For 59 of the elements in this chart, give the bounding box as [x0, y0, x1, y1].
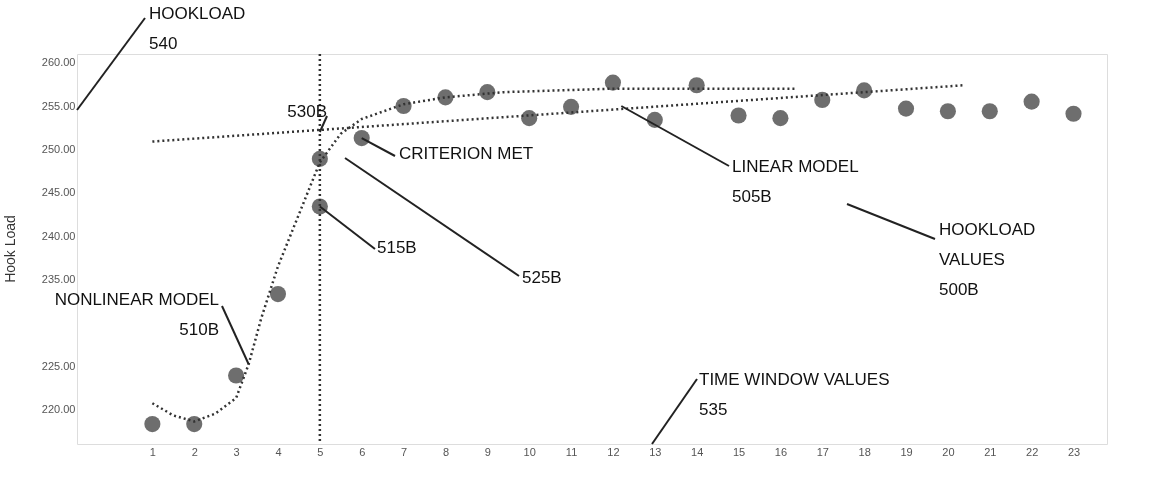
annotation: 525B — [522, 268, 562, 287]
x-tick-label: 13 — [649, 445, 662, 458]
point — [269, 286, 287, 303]
x-tick-label: 4 — [275, 445, 282, 458]
x-tick-label: 3 — [233, 445, 240, 458]
y-tick-label: 250.00 — [41, 142, 76, 155]
x-tick-label: 10 — [523, 445, 536, 458]
x-tick-label: 17 — [816, 445, 829, 458]
point — [186, 416, 203, 433]
annotation: 515B — [377, 238, 417, 257]
y-tick-label: 220.00 — [41, 402, 76, 415]
point — [479, 84, 496, 101]
x-tick-label: 1 — [149, 445, 156, 458]
x-tick-label: 8 — [442, 445, 450, 458]
y-tick-label: 240.00 — [41, 229, 76, 242]
point — [1023, 93, 1040, 110]
point — [521, 110, 538, 127]
x-tick-label: 7 — [401, 445, 408, 458]
x-tick-label: 20 — [942, 445, 955, 458]
point — [772, 110, 789, 127]
point — [353, 130, 370, 147]
y-tick-label: 260.00 — [41, 56, 76, 69]
point — [814, 91, 831, 108]
annotation: LINEAR MODEL 505B — [732, 157, 859, 206]
x-tick-label: 2 — [191, 445, 198, 458]
x-tick-label: 9 — [484, 445, 491, 458]
x-tick-label: 12 — [607, 445, 620, 458]
x-tick-label: 19 — [900, 445, 913, 458]
point — [604, 74, 621, 91]
annotation: HOOKLOAD VALUES 500B — [939, 220, 1036, 299]
y-tick-label: 245.00 — [41, 186, 76, 199]
y-tick-label: 235.00 — [41, 272, 76, 285]
point — [563, 98, 580, 115]
text: HOOKLOAD 540 — [149, 4, 246, 53]
x-tick-label: 6 — [359, 445, 366, 458]
point — [897, 100, 915, 117]
x-tick-label: 11 — [565, 445, 578, 458]
annotation: NONLINEAR MODEL 510B — [54, 290, 219, 339]
annotation: TIME WINDOW VALUES 535 — [699, 370, 890, 419]
x-tick-label: 15 — [732, 445, 746, 458]
point — [395, 97, 412, 115]
x-tick-label: 5 — [317, 445, 324, 458]
point — [1065, 105, 1082, 122]
point — [228, 367, 245, 384]
point — [981, 103, 998, 120]
x-tick-label: 22 — [1026, 445, 1039, 458]
annotation: CRITERION MET — [399, 144, 534, 163]
point — [144, 416, 161, 433]
point — [730, 107, 747, 124]
y-tick-label: 255.00 — [41, 99, 76, 112]
x-tick-label: 23 — [1067, 445, 1081, 458]
y-tick-label: 225.00 — [41, 359, 76, 372]
point — [939, 103, 956, 120]
y-axis-title: Hook Load — [2, 215, 18, 283]
x-tick-label: 18 — [858, 445, 871, 458]
x-tick-label: 14 — [691, 445, 704, 458]
x-tick-label: 16 — [774, 445, 788, 458]
x-tick-label: 21 — [984, 445, 997, 458]
annotation: 530B — [287, 102, 327, 121]
